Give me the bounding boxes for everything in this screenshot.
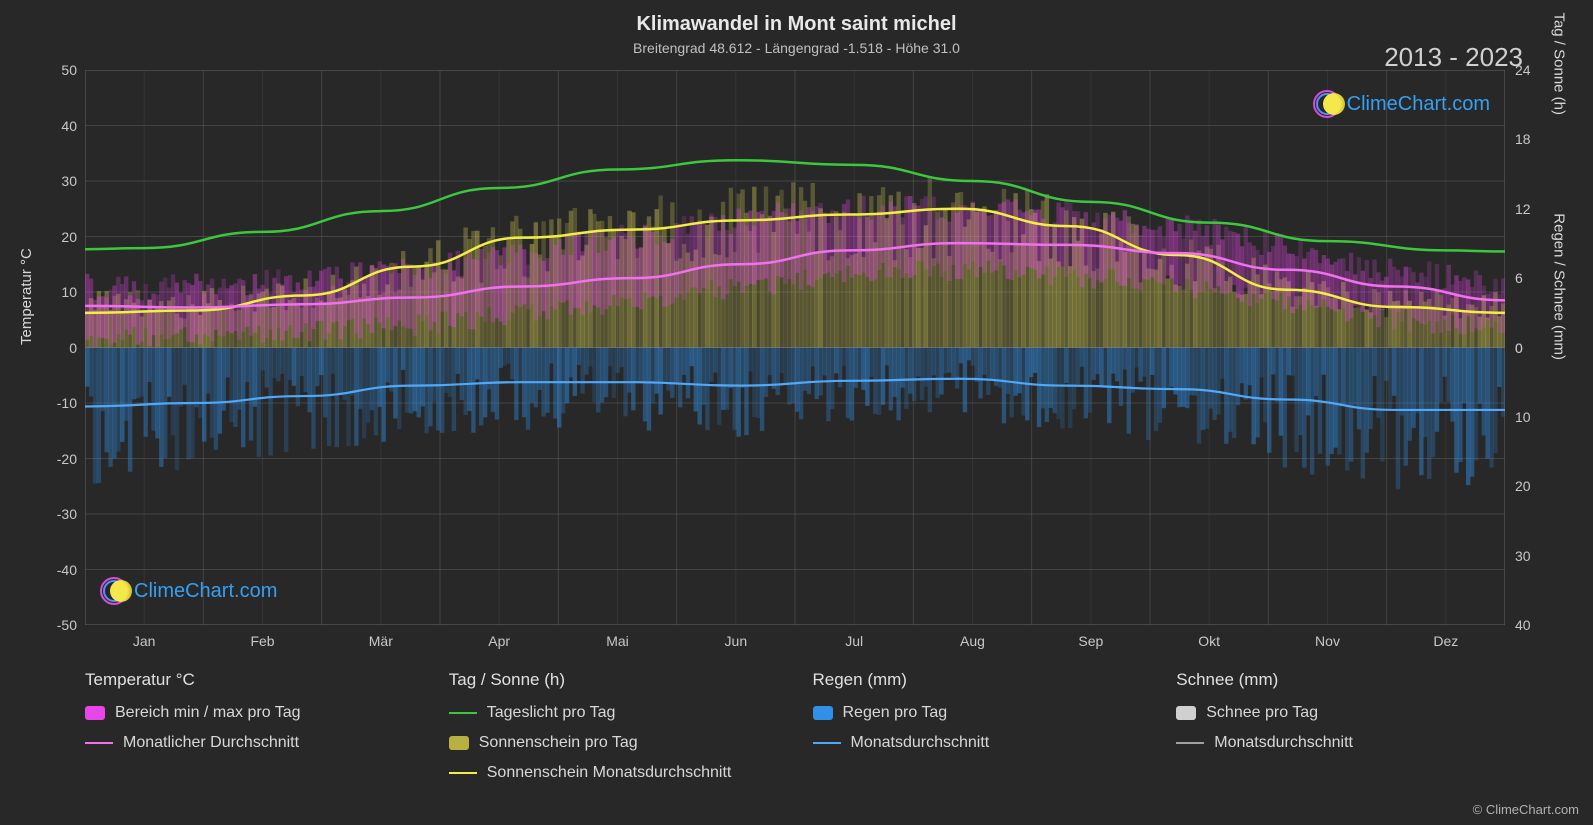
legend-group: Regen (mm) Regen pro Tag Monatsdurchschnit…	[813, 670, 1165, 794]
axis-tick: 30	[1515, 548, 1531, 564]
legend-label: Bereich min / max pro Tag	[115, 704, 301, 722]
legend-label: Sonnenschein Monatsdurchschnitt	[487, 764, 732, 782]
legend-header: Temperatur °C	[85, 670, 437, 690]
axis-tick: Feb	[250, 633, 274, 649]
legend-label: Monatsdurchschnitt	[1214, 734, 1353, 752]
legend-swatch-icon	[813, 706, 833, 720]
y-axis-right-bottom-label: Regen / Schnee (mm)	[1551, 213, 1568, 360]
axis-tick: Apr	[488, 633, 510, 649]
axis-tick: -30	[57, 506, 77, 522]
axis-tick: Jul	[845, 633, 863, 649]
legend-swatch-icon	[1176, 706, 1196, 720]
axis-tick: 40	[1515, 617, 1531, 633]
legend-item: Bereich min / max pro Tag	[85, 704, 437, 722]
axis-tick: 40	[61, 118, 77, 134]
axis-tick: 50	[61, 62, 77, 78]
legend-header: Schnee (mm)	[1176, 670, 1528, 690]
year-range: 2013 - 2023	[1384, 42, 1523, 73]
axis-tick: 0	[1515, 340, 1523, 356]
y-axis-left-label: Temperatur °C	[18, 248, 35, 345]
axis-tick: 24	[1515, 62, 1531, 78]
legend-line-icon	[85, 742, 113, 744]
legend-line-icon	[1176, 742, 1204, 744]
legend-label: Schnee pro Tag	[1206, 704, 1318, 722]
axis-tick: -20	[57, 451, 77, 467]
copyright: © ClimeChart.com	[1473, 802, 1579, 817]
legend-label: Tageslicht pro Tag	[487, 704, 616, 722]
axis-tick: Jun	[725, 633, 748, 649]
axis-tick: Mai	[606, 633, 629, 649]
legend-label: Monatsdurchschnitt	[851, 734, 990, 752]
watermark-top: ClimeChart.com	[1313, 90, 1490, 118]
axis-tick: Jan	[133, 633, 156, 649]
watermark-bottom: ClimeChart.com	[100, 577, 277, 605]
axis-tick: 18	[1515, 131, 1531, 147]
axis-tick: 20	[61, 229, 77, 245]
legend-line-icon	[449, 772, 477, 774]
legend-header: Tag / Sonne (h)	[449, 670, 801, 690]
axis-tick: -50	[57, 617, 77, 633]
y-axis-right-top-label: Tag / Sonne (h)	[1551, 12, 1568, 115]
chart-title: Klimawandel in Mont saint michel	[0, 13, 1593, 36]
axis-tick: 30	[61, 173, 77, 189]
legend-label: Monatlicher Durchschnitt	[123, 734, 299, 752]
axis-tick: 20	[1515, 478, 1531, 494]
axis-tick: Dez	[1433, 633, 1458, 649]
axis-tick: Sep	[1078, 633, 1103, 649]
climechart-logo-icon	[1313, 90, 1341, 118]
legend-group: Temperatur °C Bereich min / max pro Tag Mo…	[85, 670, 437, 794]
legend-label: Regen pro Tag	[843, 704, 948, 722]
legend-item: Sonnenschein Monatsdurchschnitt	[449, 764, 801, 782]
axis-tick: 10	[1515, 409, 1531, 425]
legend-item: Monatsdurchschnitt	[813, 734, 1165, 752]
chart-plot-area: ClimeChart.com ClimeChart.com	[85, 70, 1505, 625]
watermark-text: ClimeChart.com	[134, 580, 277, 603]
legend-line-icon	[449, 712, 477, 714]
legend-item: Schnee pro Tag	[1176, 704, 1528, 722]
axis-tick: Mär	[369, 633, 393, 649]
axis-tick: 12	[1515, 201, 1531, 217]
axis-tick: 0	[69, 340, 77, 356]
legend-item: Monatlicher Durchschnitt	[85, 734, 437, 752]
axis-tick: 10	[61, 284, 77, 300]
legend-item: Tageslicht pro Tag	[449, 704, 801, 722]
legend-swatch-icon	[449, 736, 469, 750]
legend-header: Regen (mm)	[813, 670, 1165, 690]
axis-tick: -40	[57, 562, 77, 578]
legend-item: Sonnenschein pro Tag	[449, 734, 801, 752]
legend-line-icon	[813, 742, 841, 744]
legend-item: Monatsdurchschnitt	[1176, 734, 1528, 752]
legend-item: Regen pro Tag	[813, 704, 1165, 722]
climechart-logo-icon	[100, 577, 128, 605]
watermark-text: ClimeChart.com	[1347, 93, 1490, 116]
chart-svg	[85, 70, 1505, 625]
axis-tick: Okt	[1198, 633, 1220, 649]
chart-legend: Temperatur °C Bereich min / max pro Tag Mo…	[85, 670, 1528, 794]
axis-tick: -10	[57, 395, 77, 411]
axis-tick: Nov	[1315, 633, 1340, 649]
axis-tick: 6	[1515, 270, 1523, 286]
legend-group: Tag / Sonne (h) Tageslicht pro Tag Sonnens…	[449, 670, 801, 794]
legend-label: Sonnenschein pro Tag	[479, 734, 638, 752]
legend-group: Schnee (mm) Schnee pro Tag Monatsdurchschn…	[1176, 670, 1528, 794]
chart-subtitle: Breitengrad 48.612 - Längengrad -1.518 -…	[0, 40, 1593, 56]
axis-tick: Aug	[960, 633, 985, 649]
legend-swatch-icon	[85, 706, 105, 720]
